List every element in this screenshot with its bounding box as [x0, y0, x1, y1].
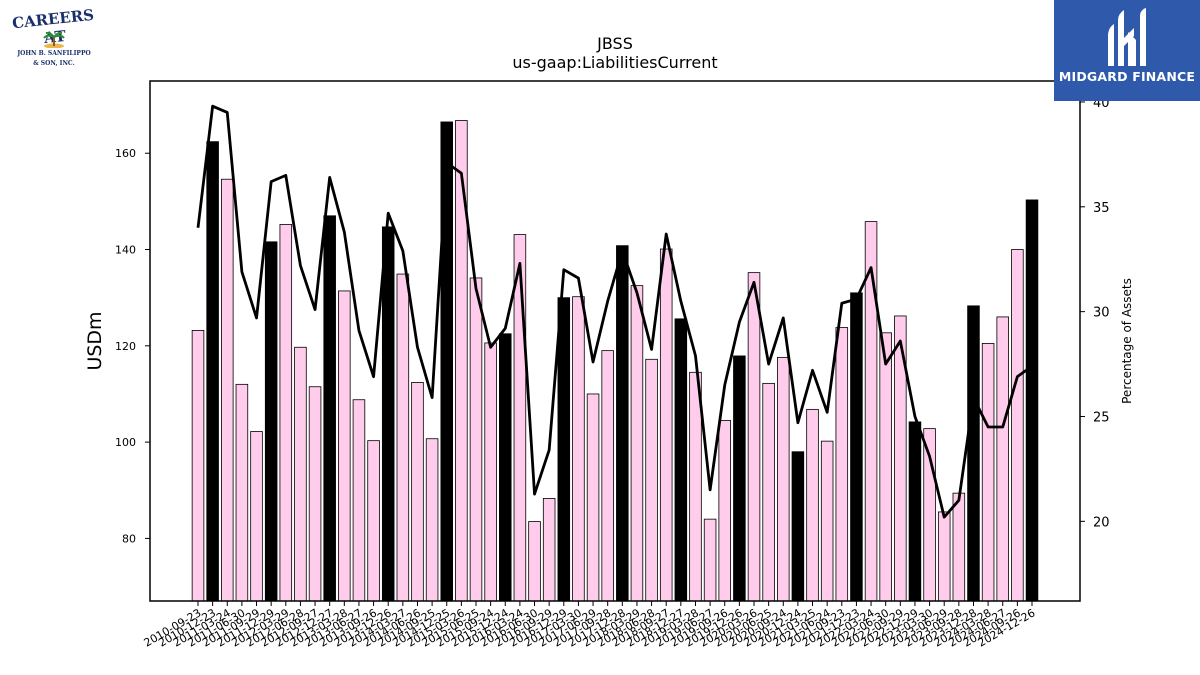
bar [981, 343, 995, 602]
bar [952, 492, 966, 602]
midgard-emblem-icon [1108, 8, 1146, 66]
bar [191, 330, 205, 602]
bar [747, 272, 761, 602]
bar [279, 224, 293, 602]
bar [323, 215, 336, 602]
bar [806, 408, 819, 602]
y2-tick-label: 25 [1093, 410, 1110, 425]
bar [484, 342, 497, 602]
bar [542, 498, 556, 602]
y2-tick-label: 20 [1093, 515, 1110, 530]
chart-title: JBSS [596, 34, 633, 53]
bar [689, 371, 702, 602]
company-name-line2: & SON, INC. [33, 60, 75, 67]
bar [659, 248, 673, 602]
bar [367, 440, 380, 602]
midgard-finance-logo: MIDGARD FINANCE [1054, 0, 1200, 101]
y-tick-label: 100 [115, 436, 136, 449]
bar [352, 399, 366, 602]
bar [908, 421, 922, 602]
chart-subtitle: us-gaap:LiabilitiesCurrent [512, 53, 717, 72]
bar [733, 355, 746, 602]
bar [601, 350, 614, 602]
bar [572, 296, 585, 602]
bar [221, 178, 234, 602]
bar [674, 318, 688, 602]
bar [762, 382, 775, 602]
bar [206, 141, 219, 602]
bar [879, 332, 892, 602]
bar [616, 245, 629, 602]
y-tick-label: 140 [115, 244, 136, 257]
palm-tree-icon [43, 32, 65, 48]
bar [850, 292, 863, 602]
careers-logo: CAREERS AT JOHN B. SANFILIPPO & SON, INC… [4, 4, 104, 70]
plot-frame [149, 80, 1081, 602]
y-tick-label: 160 [115, 147, 136, 160]
bar [396, 273, 410, 602]
bar [820, 440, 834, 602]
bar [440, 121, 453, 602]
bar [718, 420, 731, 602]
bar [586, 393, 600, 602]
y2-tick-label: 30 [1093, 306, 1110, 321]
bar [645, 358, 658, 602]
bar [1011, 249, 1024, 602]
bar [1025, 199, 1039, 602]
bar [791, 451, 805, 602]
bar [703, 518, 717, 602]
bar [777, 356, 790, 602]
bar [250, 431, 263, 602]
bar [235, 383, 249, 602]
series-line [196, 104, 1033, 519]
company-name-line1: JOHN B. SANFILIPPO [17, 50, 91, 57]
bar [499, 333, 512, 602]
bar [835, 327, 849, 602]
bar [294, 346, 307, 602]
bar [411, 382, 424, 602]
bar [967, 305, 980, 602]
bar [996, 316, 1009, 602]
bar [425, 438, 439, 602]
y2-axis-label: Percentage of Assets [1120, 278, 1134, 404]
bar [937, 511, 951, 602]
bar [557, 297, 571, 602]
bar [264, 241, 278, 602]
y-tick-label: 120 [115, 340, 136, 353]
bar [455, 120, 468, 602]
bar [528, 521, 541, 602]
midgard-brand-text: MIDGARD FINANCE [1058, 69, 1196, 84]
bar [338, 290, 351, 602]
y-axis-label: USDm [84, 311, 106, 370]
y2-tick-label: 35 [1093, 201, 1110, 216]
bar [630, 285, 644, 602]
bar [513, 234, 527, 602]
bar [469, 277, 483, 602]
y-tick-label: 80 [122, 532, 136, 545]
bar [381, 226, 395, 602]
bar [308, 386, 322, 602]
